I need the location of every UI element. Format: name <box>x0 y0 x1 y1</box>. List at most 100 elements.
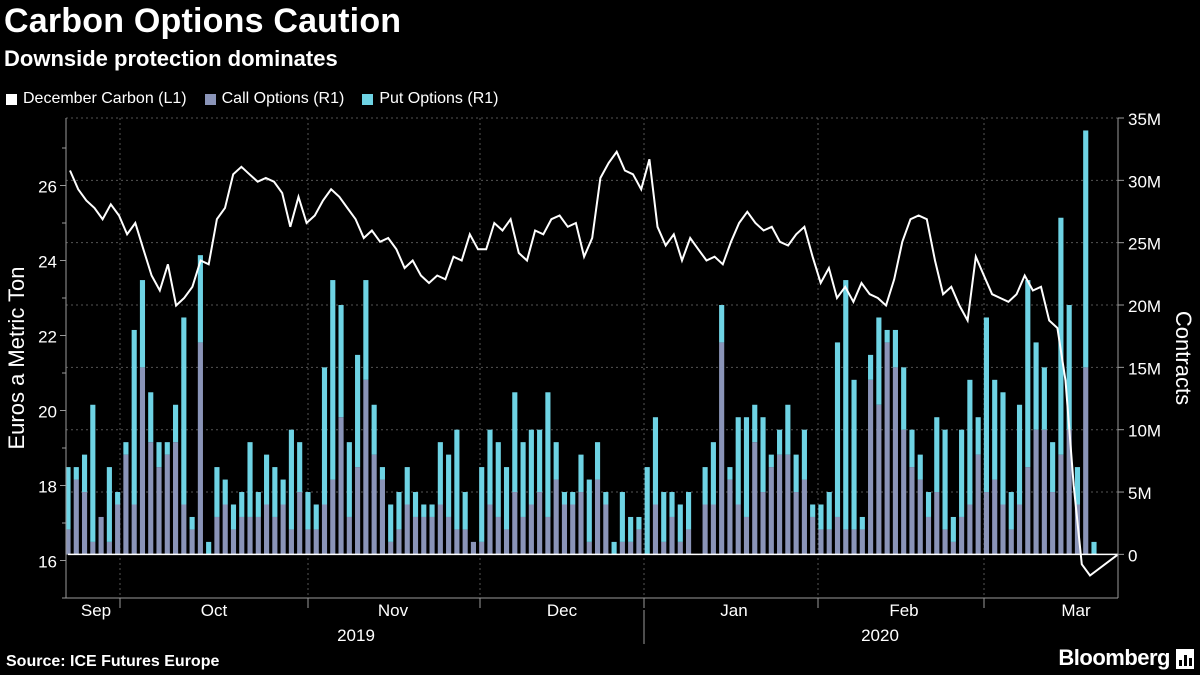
left-tick-label: 18 <box>38 478 57 497</box>
put-bar <box>661 492 667 542</box>
put-bar <box>561 492 568 505</box>
legend-item-puts: Put Options (R1) <box>362 90 498 108</box>
legend: December Carbon (L1) Call Options (R1) P… <box>6 90 498 108</box>
call-bar <box>801 479 807 555</box>
call-bar <box>1058 454 1064 555</box>
call-bar <box>768 467 774 555</box>
call-bar <box>793 492 799 555</box>
put-bar <box>925 492 932 517</box>
put-bar <box>313 504 319 530</box>
call-bar <box>884 342 890 555</box>
call-bar <box>1083 367 1089 555</box>
call-bar <box>363 379 369 555</box>
call-bar <box>396 529 402 555</box>
call-bar <box>743 516 750 555</box>
put-bar <box>131 329 137 505</box>
call-bar <box>487 504 493 555</box>
put-bar <box>1033 342 1039 430</box>
put-bar <box>793 454 799 493</box>
put-bar <box>338 305 344 418</box>
x-tick-label: Mar <box>1061 601 1091 620</box>
put-bar <box>181 317 187 505</box>
x-tick-label: Sep <box>81 601 111 620</box>
call-bar <box>421 516 427 555</box>
put-bar <box>553 442 559 480</box>
call-bar <box>139 367 146 555</box>
put-bar <box>1058 217 1064 455</box>
put-bar <box>760 417 766 493</box>
put-bar <box>479 467 485 542</box>
left-tick-label: 20 <box>38 403 57 422</box>
call-bar <box>338 417 344 555</box>
call-bar <box>967 504 973 555</box>
call-bar <box>1050 492 1056 555</box>
chart-title: Carbon Options Caution <box>4 2 402 40</box>
put-bar <box>826 492 832 530</box>
put-bar <box>983 317 990 493</box>
call-bar <box>702 504 708 555</box>
put-bar <box>412 492 419 517</box>
put-bar <box>330 280 336 480</box>
call-bar <box>917 479 923 555</box>
put-bar <box>801 429 807 480</box>
call-bar <box>760 492 766 555</box>
put-bar <box>1091 541 1097 555</box>
put-bar <box>371 404 377 455</box>
legend-label-calls: Call Options (R1) <box>221 90 345 107</box>
legend-swatch-puts <box>362 93 374 105</box>
call-bar <box>98 516 104 555</box>
put-bar <box>305 492 311 530</box>
chart-subtitle: Downside protection dominates <box>4 46 338 71</box>
put-bar <box>503 467 510 530</box>
put-bar <box>669 492 675 517</box>
call-bar <box>661 541 667 555</box>
call-bar <box>1041 429 1047 555</box>
carbon-price-line <box>69 149 1119 577</box>
call-bar <box>520 516 526 555</box>
put-bar <box>777 429 783 455</box>
put-bar <box>967 379 973 505</box>
call-bar <box>925 516 932 555</box>
call-bar <box>868 379 874 555</box>
right-axis-label: Contracts <box>1171 311 1196 405</box>
call-bar <box>570 504 576 555</box>
x-tick-label: Jan <box>720 601 747 620</box>
put-bar <box>495 442 501 517</box>
call-bar <box>1025 467 1031 555</box>
put-bar <box>1041 367 1047 430</box>
call-bar <box>677 541 683 555</box>
put-bar <box>363 280 369 380</box>
legend-label-puts: Put Options (R1) <box>379 90 499 107</box>
call-bar <box>685 529 692 555</box>
call-bar <box>346 516 352 555</box>
call-bar <box>578 492 584 555</box>
put-bar <box>901 367 907 430</box>
put-bar <box>868 354 874 380</box>
left-tick-label: 24 <box>38 253 57 272</box>
put-bar <box>752 404 758 443</box>
call-bar <box>156 467 162 555</box>
put-bar <box>247 442 253 517</box>
call-bar <box>537 492 543 555</box>
put-bar <box>884 329 890 343</box>
put-bar <box>255 492 261 517</box>
put-bar <box>537 429 543 493</box>
put-bar <box>139 280 146 368</box>
call-bar <box>73 479 79 555</box>
put-bar <box>421 504 427 517</box>
put-bar <box>876 317 882 405</box>
put-bar <box>90 404 96 542</box>
call-bar <box>619 541 625 555</box>
right-tick-label: 30M <box>1128 172 1161 191</box>
call-bar <box>239 516 245 555</box>
x-year-label: 2020 <box>861 626 899 645</box>
put-bar <box>106 467 112 542</box>
put-bar <box>404 467 410 505</box>
bar-series <box>65 130 1118 556</box>
call-bar <box>876 404 882 555</box>
put-bar <box>735 417 741 505</box>
put-bar <box>1008 492 1014 530</box>
call-bar <box>1008 529 1014 555</box>
put-bar <box>909 429 915 468</box>
put-bar <box>454 429 460 530</box>
